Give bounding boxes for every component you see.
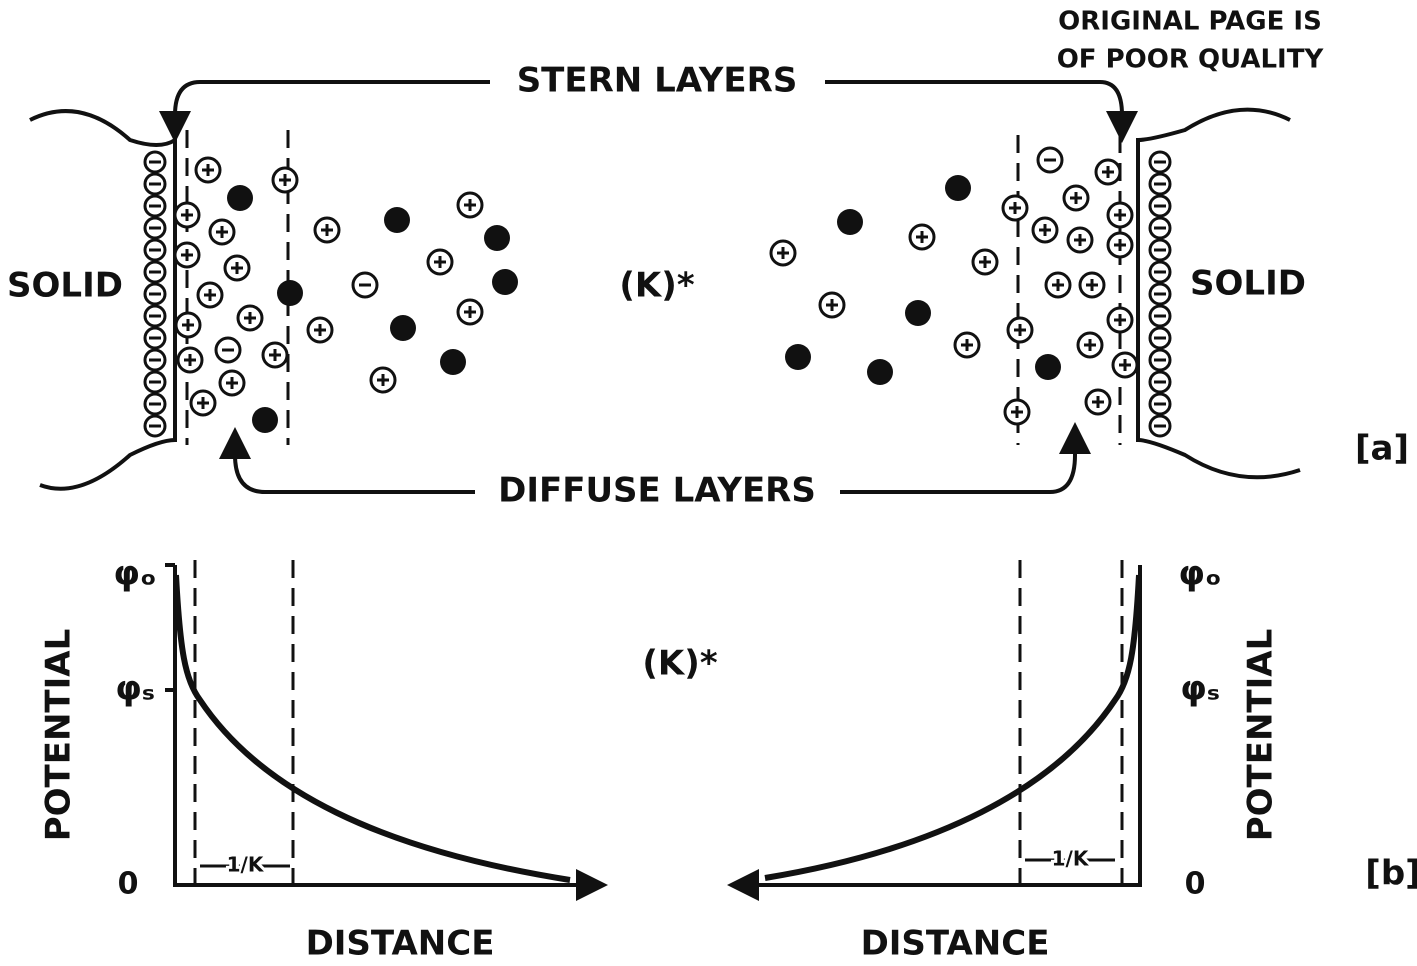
x-axis-label: DISTANCE: [861, 924, 1050, 964]
neutral-ion: [492, 269, 518, 295]
kappa-label: (K)*: [642, 644, 717, 684]
diffuse-label: DIFFUSE LAYERS: [498, 471, 816, 511]
potential-curve: [176, 575, 570, 880]
phis-label: φₛ: [1180, 669, 1220, 709]
neutral-ion: [390, 315, 416, 341]
diffuse-arrow: [840, 430, 1075, 492]
x-axis-label: DISTANCE: [306, 924, 495, 964]
solid-label: SOLID: [7, 266, 123, 306]
stern-label: STERN LAYERS: [517, 61, 798, 101]
phi0-label: φₒ: [1178, 554, 1221, 594]
diagram: ORIGINAL PAGE IS OF POOR QUALITY STERN L…: [0, 0, 1417, 966]
diffuse-arrow: [235, 435, 475, 492]
zero-label: 0: [1185, 867, 1206, 902]
neutral-ion: [277, 280, 303, 306]
solid-label: SOLID: [1190, 264, 1306, 304]
neutral-ion: [1035, 354, 1061, 380]
stern-arrow: [825, 82, 1122, 135]
y-axis-label: POTENTIAL: [39, 629, 79, 842]
potential-curve: [765, 575, 1139, 878]
neutral-ion: [227, 185, 253, 211]
neutral-ion: [484, 225, 510, 251]
axes: [735, 565, 1140, 885]
debye-label: 1/K: [1052, 847, 1090, 871]
note-line: ORIGINAL PAGE IS: [1058, 7, 1322, 37]
neutral-ion: [837, 209, 863, 235]
neutral-ion: [252, 407, 278, 433]
phi0-label: φₒ: [113, 554, 156, 594]
phis-label: φₛ: [115, 669, 155, 709]
neutral-ion: [785, 344, 811, 370]
kappa-label: (K)*: [619, 266, 694, 306]
neutral-ion: [867, 359, 893, 385]
y-axis-label: POTENTIAL: [1241, 629, 1281, 842]
stern-arrow: [175, 82, 490, 135]
neutral-ion: [440, 349, 466, 375]
panel-label: [b]: [1365, 854, 1417, 894]
neutral-ion: [384, 207, 410, 233]
note-line: OF POOR QUALITY: [1057, 45, 1325, 75]
neutral-ion: [945, 175, 971, 201]
panel-label: [a]: [1355, 429, 1409, 469]
neutral-ion: [905, 300, 931, 326]
zero-label: 0: [118, 867, 139, 902]
debye-label: 1/K: [227, 853, 265, 877]
